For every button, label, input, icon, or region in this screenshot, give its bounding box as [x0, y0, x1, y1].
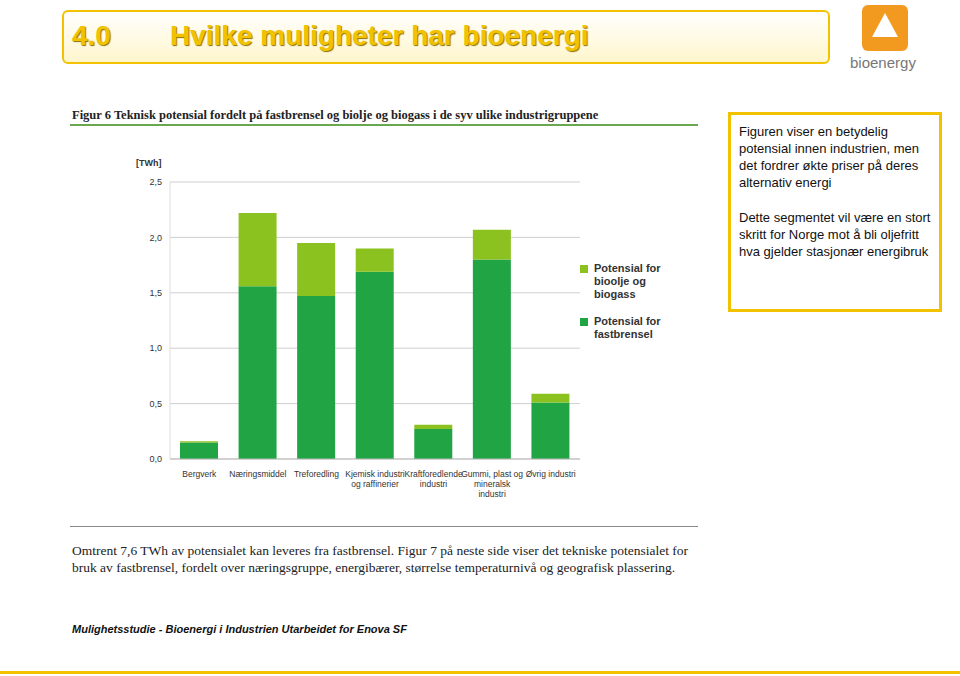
svg-text:Gummi, plast ogmineralskindust: Gummi, plast ogmineralskindustri — [461, 469, 523, 499]
html-text:Figur 6 Teknisk potensial ford: Figur 6 Teknisk potensial fordelt på fas… — [72, 108, 599, 122]
svg-text:1,0: 1,0 — [149, 343, 162, 353]
svg-text:0,5: 0,5 — [149, 399, 162, 409]
svg-text:2,0: 2,0 — [149, 233, 162, 243]
html-text:Hvilke muligheter har bioenerg: Hvilke muligheter har bioenergi — [170, 20, 589, 51]
html-text:Dette segmentet vil være en st: Dette segmentet vil være en stort skritt… — [739, 210, 931, 259]
html-text:Mulighetsstudie - Bioenergi i: Mulighetsstudie - Bioenergi i Industrien… — [72, 623, 407, 635]
svg-text:Bergverk: Bergverk — [182, 469, 217, 479]
svg-text:Næringsmiddel: Næringsmiddel — [229, 469, 286, 479]
html-text:4.0: 4.0 — [72, 20, 111, 51]
html-text:bioenergy: bioenergy — [850, 54, 916, 71]
svg-text:Kraftforedlendeindustri: Kraftforedlendeindustri — [405, 469, 463, 489]
html-text:Potensial for bioolje og bioga: Potensial for bioolje og biogass — [594, 262, 661, 300]
svg-text:1,5: 1,5 — [149, 288, 162, 298]
html-text:Potensial for fastbrensel: Potensial for fastbrensel — [594, 315, 661, 340]
html-text:Figuren viser en betydelig pot: Figuren viser en betydelig potensial inn… — [739, 124, 919, 190]
svg-text:Øvrig industri: Øvrig industri — [526, 469, 576, 479]
html-text:[TWh]: [TWh] — [136, 158, 162, 168]
svg-text:Kjemisk industriog raffinerier: Kjemisk industriog raffinerier — [345, 469, 405, 489]
svg-text:Treforedling: Treforedling — [294, 469, 339, 479]
html-text:Omtrent 7,6 TWh av potensialet: Omtrent 7,6 TWh av potensialet kan lever… — [72, 543, 689, 575]
svg-text:2,5: 2,5 — [149, 177, 162, 187]
svg-text:0,0: 0,0 — [149, 454, 162, 464]
